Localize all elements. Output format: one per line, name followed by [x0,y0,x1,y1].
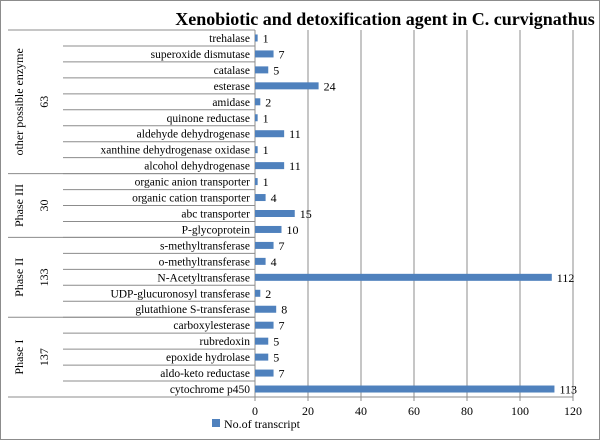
category-labels: trehalase superoxide dismutase catalase est… [101,33,251,396]
category-label: quinone reductase [167,113,250,125]
value-label: 5 [273,63,279,77]
bar [255,289,261,297]
value-label: 11 [289,127,301,141]
category-label: alcohol dehydrogenase [144,161,250,173]
x-axis-ticks: 0 20 40 60 80 100 120 [252,397,582,418]
chart-title: Xenobiotic and detoxification agent in C… [175,9,595,29]
category-label: N-Acetyltransferase [157,272,250,284]
group-name: Phase I [12,340,26,375]
category-label: P-glycoprotein [182,224,251,236]
category-label: rubredoxin [200,336,251,348]
bar [255,241,274,249]
bar [255,337,269,345]
legend-label: No.of transcript [224,417,301,431]
tick-label: 0 [252,404,258,418]
value-label: 10 [287,223,299,237]
category-label: amidase [212,97,250,109]
category-label: xanthine dehydrogenase oxidase [101,145,250,157]
legend: No.of transcript [212,417,301,431]
bar [255,225,282,233]
bar [255,210,295,217]
bar [255,114,258,122]
category-label: carboxylesterase [173,320,250,332]
category-label: organic anion transporter [135,177,251,189]
bar [255,369,274,377]
value-label: 4 [271,191,277,205]
bar [255,146,258,154]
group-brackets: other possible enzyme 63 Phase III 30 Phase … [8,29,573,398]
value-label: 2 [265,287,271,301]
category-label: glutathione S-transferase [135,304,250,316]
tick-label: 120 [564,404,582,418]
bar [255,50,274,58]
bar [255,178,258,186]
group-total: 63 [37,96,51,108]
category-label: epoxide hydrolase [166,352,250,364]
value-label: 7 [279,47,285,61]
value-label: 15 [300,207,312,221]
bar [255,194,266,202]
category-label: s-methyltransferase [160,240,250,252]
category-label: UDP-glucuronosyl transferase [110,288,250,300]
bar [255,273,552,281]
value-label: 7 [279,239,285,253]
bar [255,130,285,138]
bar [255,66,269,74]
bar [255,98,261,106]
category-label: esterase [214,81,250,93]
category-label: superoxide dismutase [151,49,250,61]
tick-label: 100 [511,404,529,418]
value-label: 7 [279,367,285,381]
category-label: abc transporter [181,209,250,221]
category-label: trehalase [209,33,250,45]
bar [255,162,285,170]
group-total: 30 [37,200,51,212]
group-total: 137 [37,348,51,366]
bars [255,34,555,393]
grid-lines [307,30,574,397]
value-label: 2 [265,95,271,109]
bar [255,257,266,265]
group-total: 133 [37,268,51,286]
tick-label: 20 [302,404,314,418]
bar [255,305,277,313]
category-label: aldo-keto reductase [160,368,250,380]
value-label: 1 [263,143,269,157]
value-label: 113 [559,383,577,397]
value-label: 7 [279,319,285,333]
value-label: 24 [324,79,336,93]
value-label: 1 [263,111,269,125]
bar [255,82,319,90]
tick-label: 80 [461,404,473,418]
value-label: 5 [273,351,279,365]
category-label: catalase [214,65,250,77]
tick-label: 40 [355,404,367,418]
value-label: 1 [263,31,269,45]
value-label: 112 [557,271,575,285]
category-label: aldehyde dehydrogenase [137,129,250,141]
group-name: other possible enzyme [12,48,26,155]
value-label: 1 [263,175,269,189]
category-label: cytochrome p450 [170,384,250,396]
group-name: Phase II [12,258,26,297]
bar [255,321,274,329]
value-label: 8 [281,303,287,317]
bar [255,385,555,393]
tick-label: 60 [408,404,420,418]
legend-swatch [212,419,220,427]
group-name: Phase III [12,184,26,227]
category-label: organic cation transporter [132,193,250,205]
value-label: 5 [273,335,279,349]
value-label: 4 [271,255,277,269]
bar [255,34,258,42]
bar [255,353,269,361]
value-label: 11 [289,159,301,173]
category-label: o-methyltransferase [159,256,250,268]
